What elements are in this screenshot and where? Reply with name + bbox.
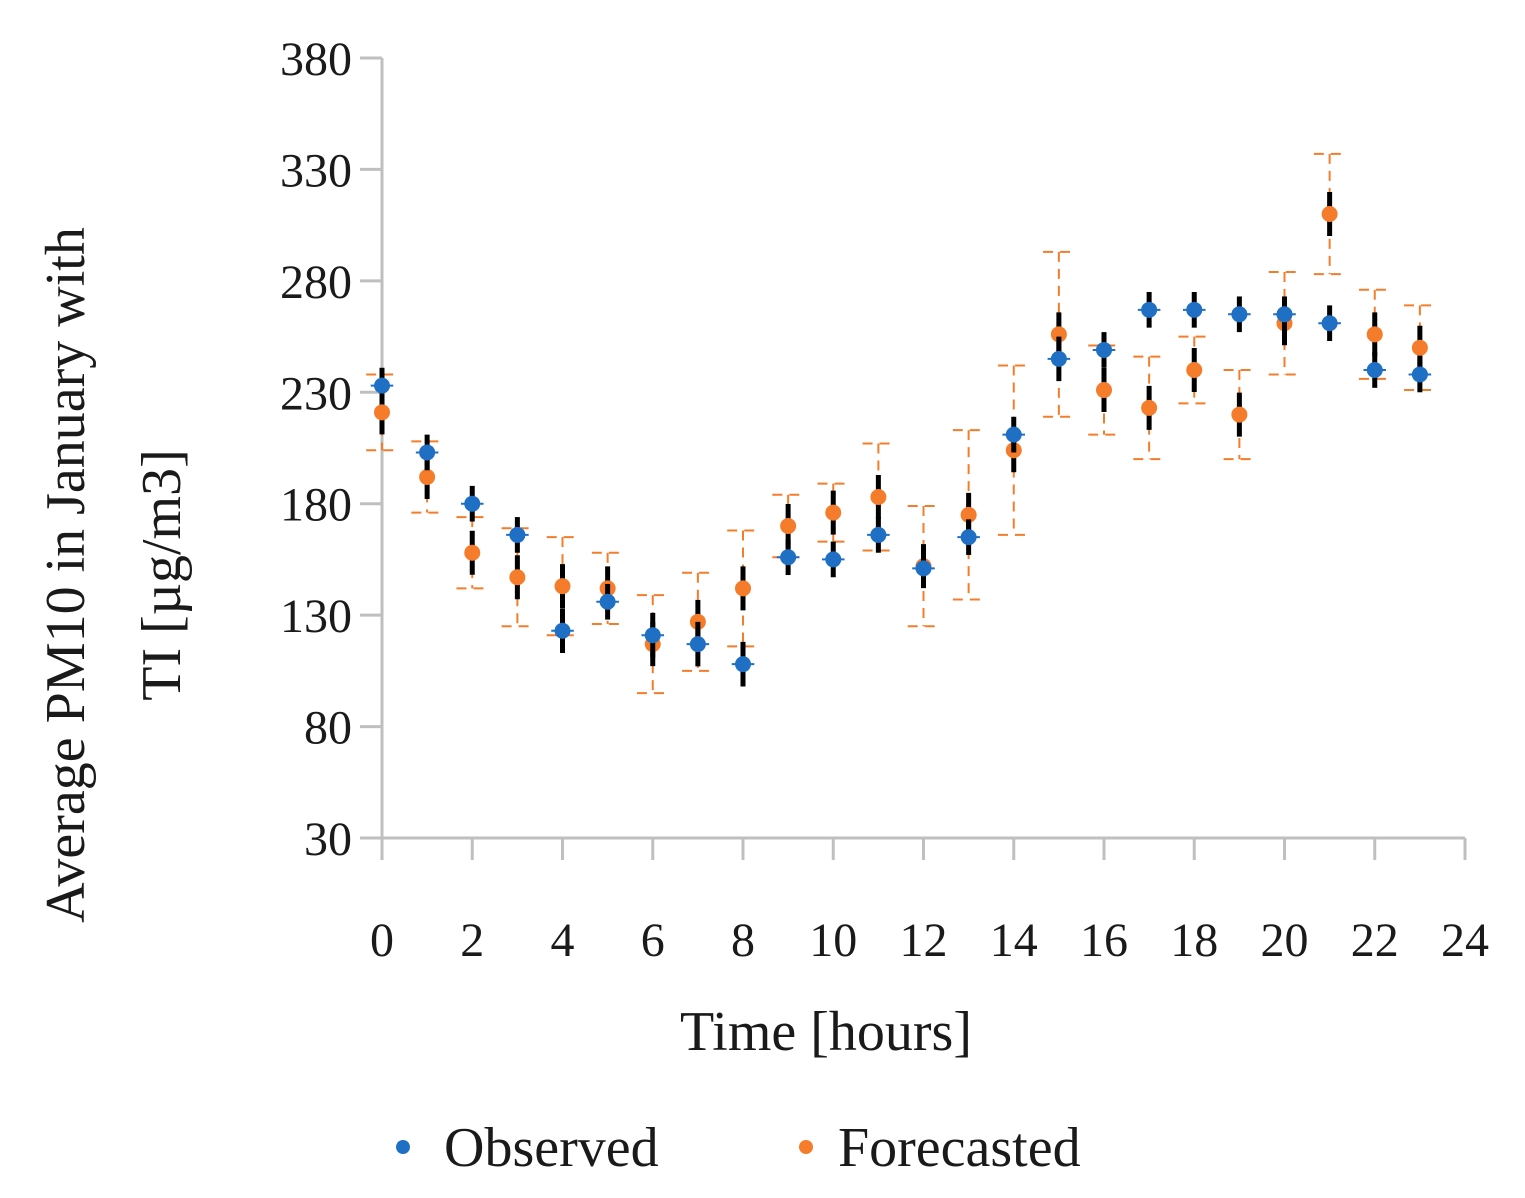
legend-marker-forecasted xyxy=(799,1140,813,1154)
forecasted-point xyxy=(780,518,797,534)
observed-point xyxy=(464,495,481,512)
x-tick-label: 14 xyxy=(990,914,1038,967)
forecasted-point xyxy=(464,544,481,561)
observed-point xyxy=(689,636,706,653)
observed-point xyxy=(1096,341,1112,358)
y-tick-label: 280 xyxy=(280,256,352,309)
observed-point xyxy=(1366,362,1383,378)
legend-label-forecasted: Forecasted xyxy=(838,1117,1081,1179)
observed-point xyxy=(780,549,797,566)
observed-point xyxy=(1321,315,1338,332)
legend-marker-observed xyxy=(396,1140,410,1154)
x-tick-label: 0 xyxy=(370,914,394,967)
observed-point xyxy=(1231,306,1248,323)
x-tick-label: 24 xyxy=(1441,914,1489,967)
y-tick-label: 380 xyxy=(280,33,352,86)
legend-label-observed: Observed xyxy=(444,1117,659,1179)
axes xyxy=(380,58,1465,840)
y-tick-label: 180 xyxy=(280,479,352,532)
forecasted-point xyxy=(1186,362,1203,378)
x-tick-label: 8 xyxy=(731,914,755,967)
forecasted-point xyxy=(1050,326,1067,343)
observed-point xyxy=(599,593,616,610)
observed-point xyxy=(419,444,436,461)
x-tick-label: 2 xyxy=(460,914,484,967)
y-axis-ticks: 30 80 130 180 230 280 330 380 xyxy=(280,33,382,866)
observed-point xyxy=(374,377,390,394)
observed-point xyxy=(554,622,571,639)
x-tick-label: 6 xyxy=(641,914,665,967)
x-tick-label: 18 xyxy=(1170,914,1218,967)
forecasted-point xyxy=(1366,326,1383,343)
x-tick-label: 16 xyxy=(1080,914,1128,967)
legend: Observed Forecasted xyxy=(396,1117,1081,1179)
forecasted-point xyxy=(870,489,887,506)
observed-point xyxy=(644,627,661,644)
y-tick-label: 230 xyxy=(280,367,352,420)
x-tick-label: 22 xyxy=(1351,914,1399,967)
y-axis-title-line-1: Average PM10 in January with xyxy=(35,227,97,923)
observed-point xyxy=(1050,350,1067,367)
observed-point xyxy=(1005,426,1022,443)
observed-point xyxy=(1276,306,1293,323)
observed-point xyxy=(1186,301,1203,318)
forecasted-point xyxy=(374,404,390,421)
observed-point xyxy=(735,656,751,673)
forecasted-point xyxy=(960,506,977,523)
observed-point xyxy=(960,529,977,546)
series-observed xyxy=(370,292,1432,687)
y-axis-title-line-2: TI [µg/m3] xyxy=(131,449,193,701)
forecasted-point xyxy=(825,504,842,521)
observed-point xyxy=(1411,366,1428,383)
forecasted-point xyxy=(1141,399,1158,416)
observed-point xyxy=(825,551,842,568)
y-tick-label: 30 xyxy=(304,813,352,866)
forecasted-point xyxy=(735,580,751,597)
observed-point xyxy=(509,526,526,543)
forecasted-point xyxy=(419,468,436,485)
y-tick-label: 330 xyxy=(280,144,352,197)
forecasted-point xyxy=(509,569,526,586)
forecasted-point xyxy=(1096,382,1112,399)
x-axis-title: Time [hours] xyxy=(680,1001,972,1063)
forecasted-point xyxy=(554,578,571,595)
observed-point xyxy=(870,526,887,543)
x-tick-label: 20 xyxy=(1261,914,1309,967)
x-tick-label: 10 xyxy=(809,914,857,967)
forecasted-point xyxy=(1411,339,1428,356)
observed-point xyxy=(915,560,932,577)
observed-point xyxy=(1141,301,1158,318)
y-tick-label: 130 xyxy=(280,590,352,643)
forecasted-point xyxy=(1321,206,1338,222)
y-tick-label: 80 xyxy=(304,702,352,755)
x-tick-label: 12 xyxy=(900,914,948,967)
forecasted-point xyxy=(1231,406,1248,423)
x-tick-label: 4 xyxy=(551,914,575,967)
series-forecasted xyxy=(366,152,1436,695)
x-axis-ticks: 0 2 4 6 8 10 12 14 16 18 20 22 24 xyxy=(370,838,1489,967)
y-axis-title: Average PM10 in January with TI [µg/m3] xyxy=(35,227,193,923)
